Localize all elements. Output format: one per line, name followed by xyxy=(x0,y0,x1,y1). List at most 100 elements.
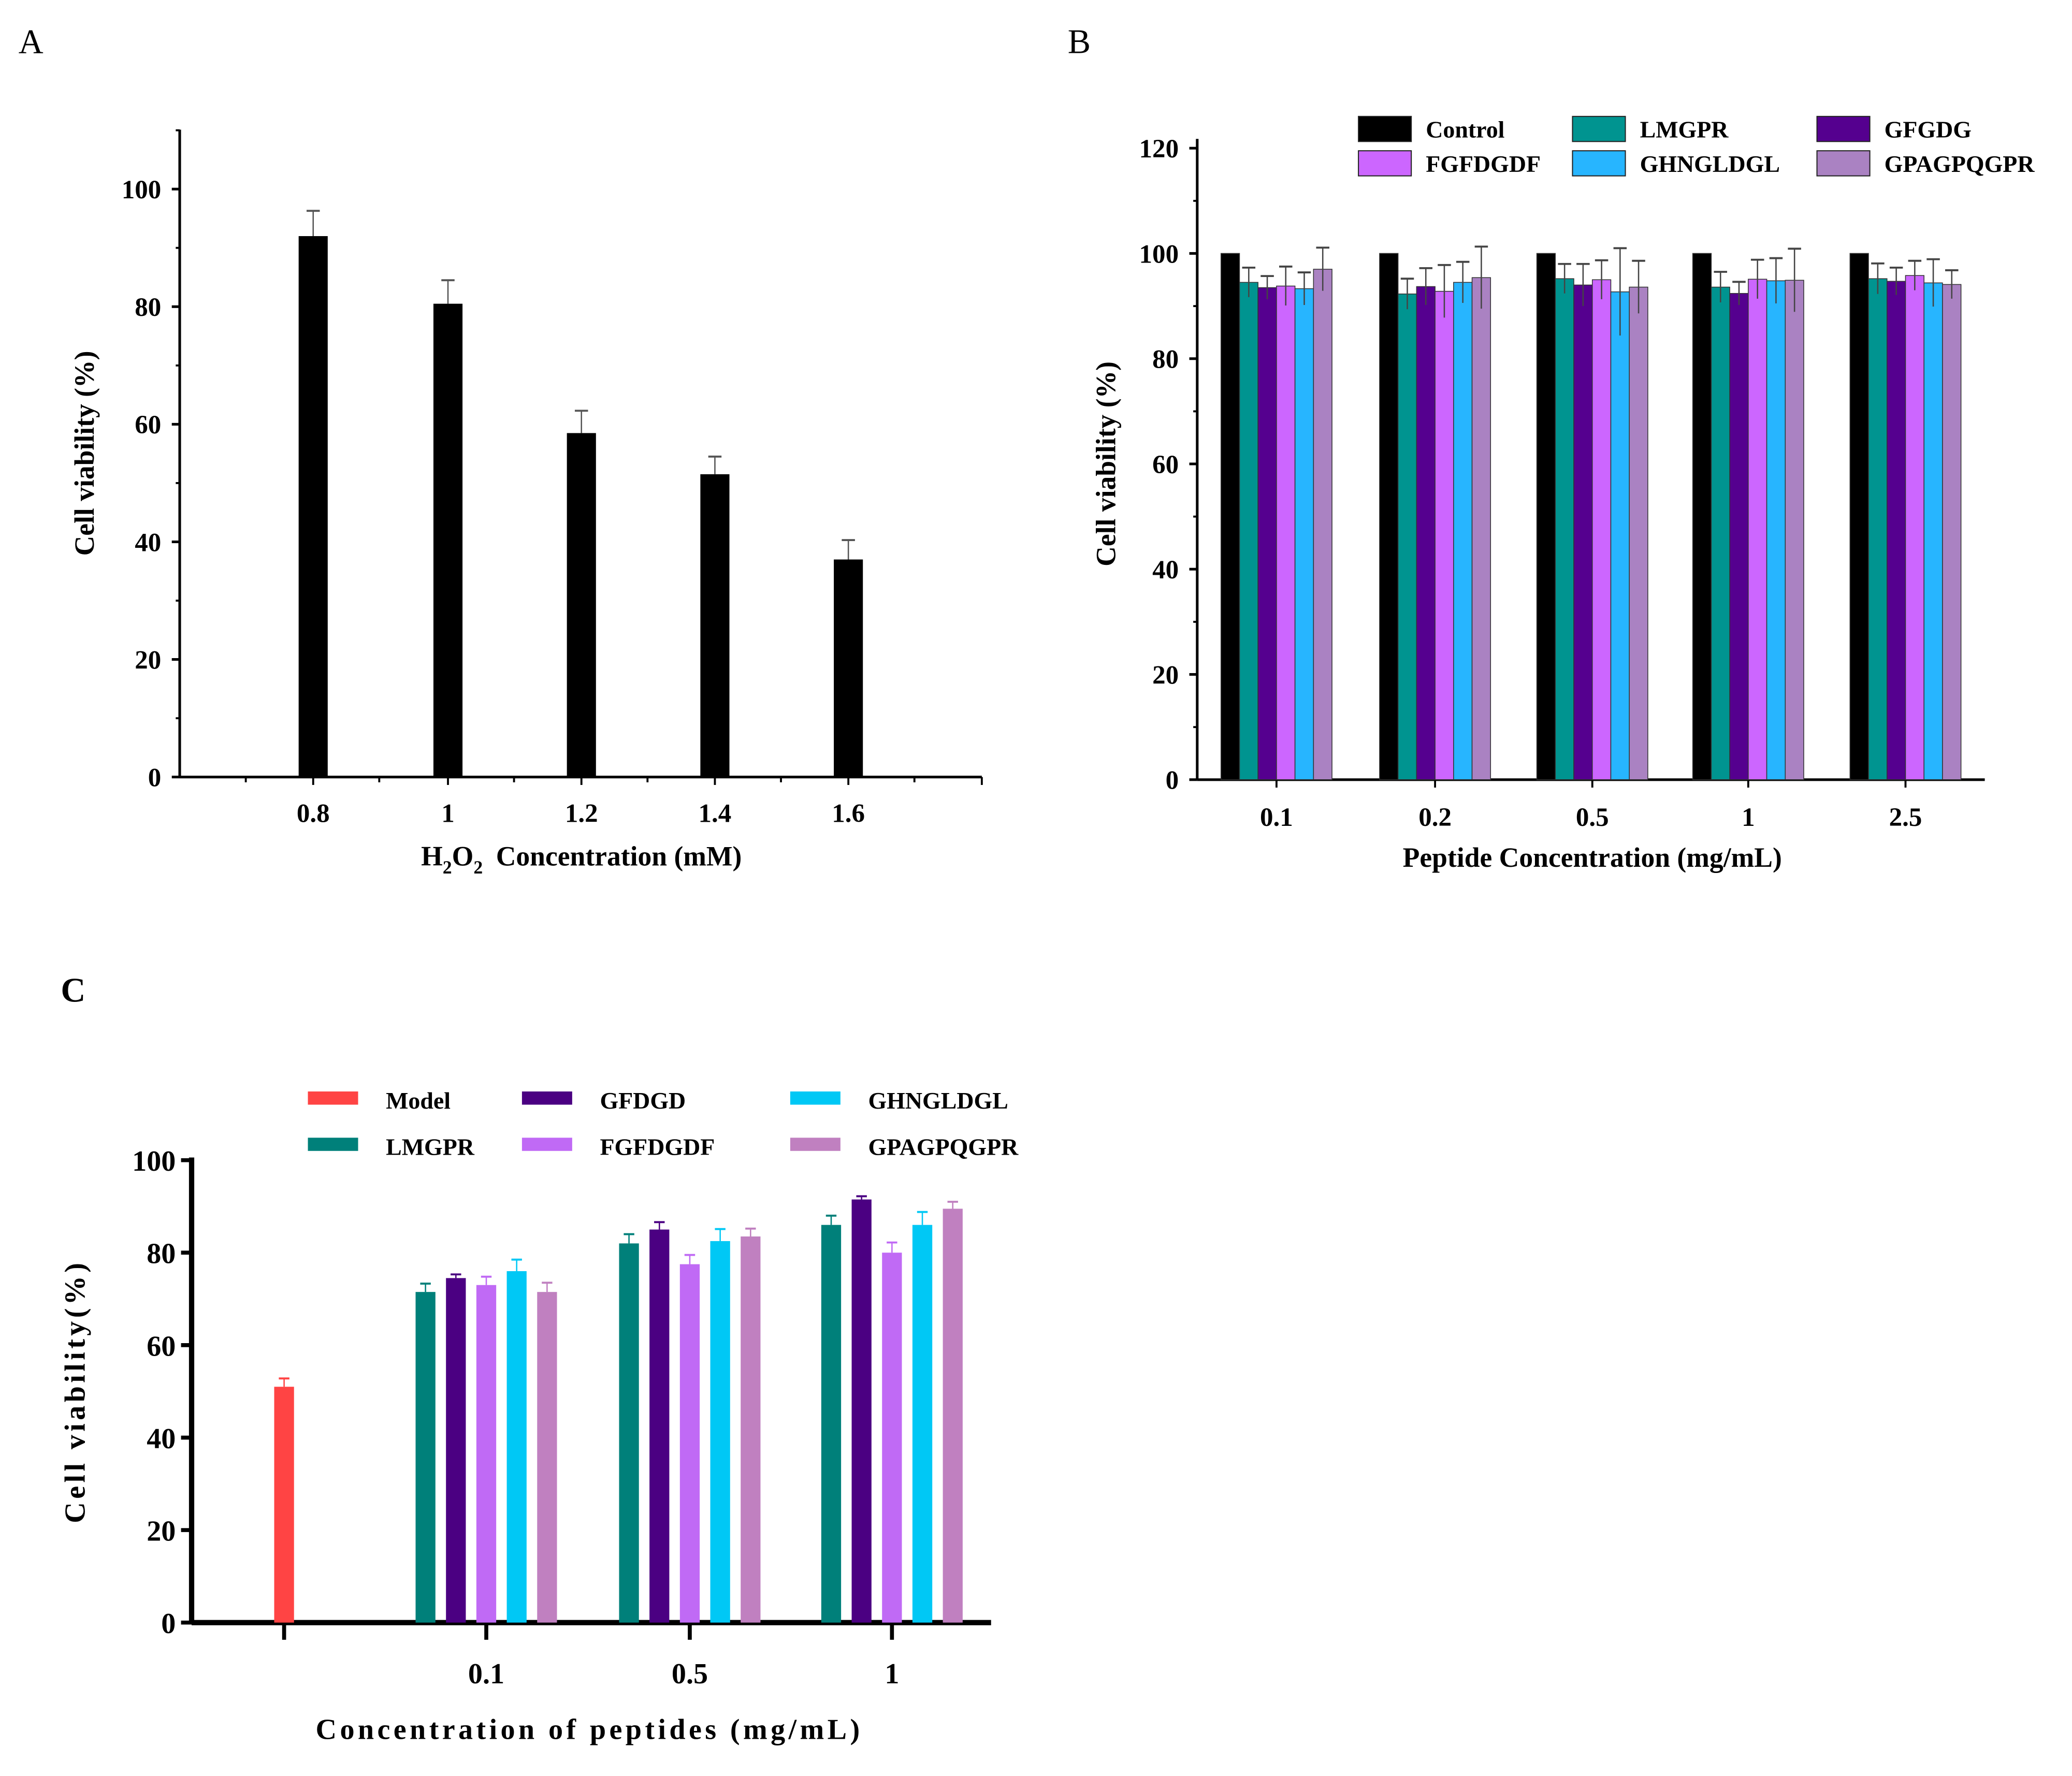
y-tick-label: 40 xyxy=(1152,556,1179,585)
legend-swatch xyxy=(790,1138,841,1151)
bar-fgfdgdf xyxy=(882,1253,902,1623)
y-tick-label: 20 xyxy=(147,1516,176,1548)
bar-fgfdgdf xyxy=(1435,290,1454,780)
bar xyxy=(433,303,463,777)
x-tick-label: 0.5 xyxy=(1576,803,1609,832)
legend-swatch xyxy=(308,1091,358,1105)
bar-lmgpr xyxy=(1555,278,1574,780)
bar-fgfdgdf xyxy=(679,1264,700,1623)
legend-swatch xyxy=(1358,150,1412,177)
x-tick-label: 1 xyxy=(885,1658,899,1690)
bar-gpagpqgpr xyxy=(943,1209,963,1623)
y-tick-label: 100 xyxy=(1139,240,1179,269)
legend-swatch xyxy=(1572,150,1626,177)
bar-fgfdgdf xyxy=(1748,279,1767,780)
bar-gpagpqgpr xyxy=(1629,286,1648,780)
panel-label-b: B xyxy=(1068,23,1091,61)
bar-gfgdg xyxy=(1573,284,1593,780)
legend-label: GPAGPQGPR xyxy=(868,1133,1019,1160)
y-tick-label: 100 xyxy=(132,1145,176,1177)
x-tick-label: 0.5 xyxy=(672,1658,708,1690)
y-tick-label: 40 xyxy=(147,1423,176,1455)
bar-ghngldgl xyxy=(1294,288,1314,780)
y-tick-label: 60 xyxy=(1152,450,1179,479)
y-tick-label: 60 xyxy=(135,411,161,440)
x-tick-label: 0.2 xyxy=(1418,803,1452,832)
chart-a-ylabel: Cell viability (%) xyxy=(69,351,100,556)
chart-c-xlabel: Concentration of peptides (mg/mL) xyxy=(316,1713,863,1745)
x-tick-label: 0.1 xyxy=(1260,803,1293,832)
legend-swatch xyxy=(1816,150,1871,177)
bar-lmgpr xyxy=(1711,286,1730,780)
legend-label: GFGDG xyxy=(1885,117,1972,143)
legend-swatch xyxy=(1358,115,1412,142)
bar-control xyxy=(1692,253,1712,780)
chart-b: 0 20 40 60 80 100 120 0.1 0.2 0.5 1 2.5 Control LMGPR… xyxy=(1139,115,2035,832)
legend-swatch xyxy=(521,1138,572,1151)
bar-gpagpqgpr xyxy=(1942,284,1962,780)
x-tick-label: 1 xyxy=(1742,803,1755,832)
bar-ghngldgl xyxy=(506,1271,527,1623)
bar xyxy=(567,433,596,777)
y-tick-label: 20 xyxy=(135,646,161,675)
x-tick-label: 1 xyxy=(441,799,455,828)
legend-label: GPAGPQGPR xyxy=(1885,151,2035,177)
bar-fgfdgdf xyxy=(1276,285,1296,780)
chart-b-ylabel: Cell viability (%) xyxy=(1091,361,1122,566)
y-tick-label: 0 xyxy=(148,764,162,793)
x-tick-label: 0.1 xyxy=(468,1658,504,1690)
bar xyxy=(298,236,328,777)
bar-gfgdg xyxy=(1416,286,1436,780)
panel-label-c: C xyxy=(61,971,85,1009)
legend-swatch xyxy=(521,1091,572,1105)
bar-gpagpqgpr xyxy=(1471,277,1491,780)
y-tick-label: 80 xyxy=(1152,345,1179,374)
legend-swatch xyxy=(1572,115,1626,142)
bar-ghngldgl xyxy=(1766,280,1786,780)
x-tick-label: 1.6 xyxy=(832,799,865,828)
bar-lmgpr xyxy=(821,1225,842,1623)
legend-label: GFDGD xyxy=(600,1087,686,1114)
legend-label: FGFDGDF xyxy=(600,1133,715,1160)
bar xyxy=(834,559,863,777)
chart-c-ylabel: Cell viability(%) xyxy=(59,1260,91,1523)
legend-label: LMGPR xyxy=(386,1133,475,1160)
bar-lmgpr xyxy=(619,1243,639,1623)
legend-label: Model xyxy=(386,1087,451,1114)
x-tick-label: 0.8 xyxy=(297,799,330,828)
bar-ghngldgl xyxy=(710,1241,730,1623)
x-tick-label: 2.5 xyxy=(1889,803,1922,832)
legend-label: Control xyxy=(1426,117,1504,143)
bar-gfgdg xyxy=(1729,293,1749,780)
y-tick-label: 100 xyxy=(122,176,162,205)
legend-label: FGFDGDF xyxy=(1426,151,1541,177)
x-tick-label: 1.4 xyxy=(699,799,732,828)
bar-gpagpqgpr xyxy=(537,1292,557,1623)
legend-swatch xyxy=(308,1138,358,1151)
bar-control xyxy=(1849,253,1869,780)
bar-ghngldgl xyxy=(1923,282,1943,780)
bar-ghngldgl xyxy=(912,1225,933,1623)
y-tick-label: 80 xyxy=(147,1238,176,1270)
bar-gfdgd xyxy=(446,1278,466,1623)
legend-label: GHNGLDGL xyxy=(1640,151,1780,177)
chart-c: 0 20 40 60 80 100 0.1 0.5 1 Model LMGPR GFDGD FGFDGD… xyxy=(132,1087,1019,1690)
bar-lmgpr xyxy=(1239,282,1258,780)
y-tick-label: 0 xyxy=(161,1608,176,1640)
bar-gfgdg xyxy=(1257,287,1277,780)
bar-gfdgd xyxy=(851,1199,872,1623)
panel-label-a: A xyxy=(19,23,44,61)
legend-swatch xyxy=(1816,115,1871,142)
bar-gpagpqgpr xyxy=(1313,269,1332,780)
bar-gfdgd xyxy=(649,1229,670,1623)
bar-control xyxy=(1220,253,1240,780)
bar-fgfdgdf xyxy=(1591,279,1612,780)
bar-lmgpr xyxy=(415,1292,436,1623)
y-tick-label: 120 xyxy=(1139,135,1179,164)
bar-fgfdgdf xyxy=(1905,275,1924,780)
y-tick-label: 40 xyxy=(135,528,161,557)
bar-model xyxy=(274,1387,294,1623)
y-tick-label: 0 xyxy=(1166,766,1179,795)
bar-lmgpr xyxy=(1397,293,1417,780)
